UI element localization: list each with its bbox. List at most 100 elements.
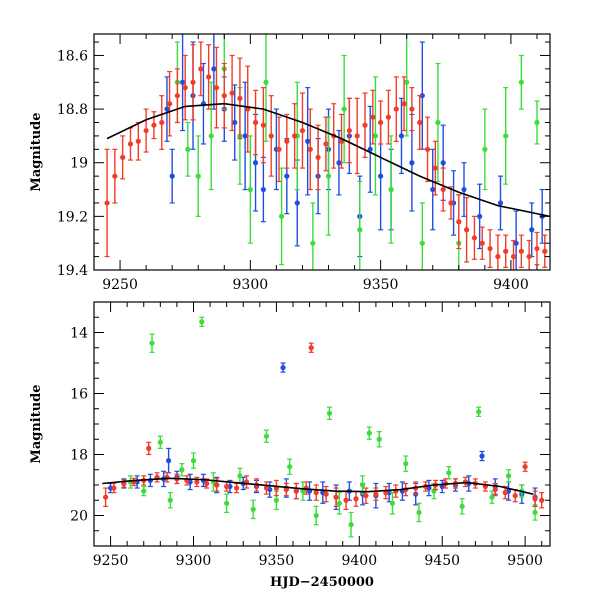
- chart-bottom-x-tick-label: 9300: [176, 553, 212, 569]
- chart-top-green-point: [503, 133, 509, 139]
- chart-top-blue-point: [260, 186, 266, 193]
- chart-top-y-tick-label: 18.6: [57, 48, 88, 64]
- chart-top-red-point: [307, 146, 313, 152]
- chart-top-blue-point: [529, 227, 535, 233]
- chart-bottom-green-point: [505, 473, 512, 479]
- chart-bottom-green-point: [389, 500, 396, 506]
- chart-bottom-x-tick-label: 9500: [507, 553, 543, 569]
- chart-top-red-point: [378, 119, 384, 126]
- chart-top-y-tick-label: 19: [70, 156, 88, 172]
- chart-top-green-point: [419, 240, 425, 246]
- chart-bottom-green-point: [263, 433, 270, 439]
- chart-top-red-point: [237, 95, 243, 101]
- chart-top-red-point: [393, 106, 399, 112]
- chart-top-green-point: [372, 133, 379, 139]
- chart-top-red-point: [518, 248, 524, 254]
- chart-bottom-green-point: [250, 506, 256, 512]
- chart-top-red-point: [464, 227, 470, 233]
- chart-bottom-blue-point: [479, 453, 485, 459]
- chart-bottom-red-point: [308, 345, 314, 351]
- chart-top-blue-point: [461, 186, 467, 193]
- chart-top-green-point: [310, 240, 316, 246]
- chart-bottom-blue-point: [280, 364, 286, 371]
- chart-top-red-point: [143, 127, 149, 134]
- chart-bottom-red-point: [263, 485, 270, 491]
- chart-bottom-green-point: [157, 439, 163, 445]
- chart-top-red-point: [503, 248, 509, 254]
- chart-top-red-point: [424, 146, 431, 152]
- chart-bottom-green-point: [190, 458, 197, 464]
- chart-bottom-green-point: [326, 410, 333, 416]
- chart-top-blue-point: [169, 173, 175, 179]
- chart-top-red-point: [510, 253, 517, 260]
- chart-bottom-green-point: [416, 509, 422, 516]
- chart-top-red-point: [206, 74, 212, 80]
- chart-top-red-point: [159, 119, 165, 126]
- chart-bottom-red-point: [214, 482, 220, 488]
- chart-top-red-point: [456, 219, 462, 225]
- chart-top-green-point: [208, 133, 214, 139]
- chart-bottom-y-tick-label: 18: [70, 448, 88, 464]
- chart-bottom-x-tick-label: 9350: [259, 553, 295, 569]
- chart-bottom-green-point: [141, 488, 147, 494]
- chart-top-green-point: [435, 119, 441, 126]
- chart-top-red-point: [409, 106, 415, 112]
- chart-top-green-point: [482, 146, 488, 152]
- chart-bottom-red-point: [539, 497, 545, 503]
- chart-top-red-point: [260, 122, 266, 128]
- chart-top-red-point: [440, 186, 446, 193]
- chart-top-blue-point: [164, 106, 170, 112]
- chart-top-blue-point: [284, 173, 290, 179]
- chart-bottom-green-point: [313, 512, 319, 519]
- chart-bottom-y-axis-title: Magnitude: [29, 384, 44, 463]
- chart-top-red-point: [346, 127, 352, 134]
- chart-top-red-point: [190, 79, 196, 85]
- chart-bottom-green-point: [273, 497, 279, 503]
- chart-top-red-point: [370, 114, 376, 120]
- chart-bottom-plot-area: [102, 316, 545, 538]
- chart-bottom-y-tick-label: 20: [70, 509, 88, 525]
- chart-top-red-point: [174, 93, 180, 99]
- chart-bottom-red-point: [283, 486, 289, 493]
- chart-top-red-point: [166, 101, 173, 107]
- chart-top-green-point: [404, 79, 410, 85]
- chart-bottom-x-tick-label: 9400: [341, 553, 377, 569]
- chart-top-blue-point: [378, 173, 384, 179]
- chart-top-red-point: [487, 245, 493, 252]
- chart-top-green-point: [388, 186, 394, 193]
- chart-top-red-point: [268, 133, 274, 139]
- chart-bottom-x-tick-label: 9250: [93, 553, 129, 569]
- chart-bottom-green-point: [237, 473, 243, 479]
- chart-top-red-point: [432, 165, 438, 171]
- chart-top-red-point: [284, 138, 290, 144]
- chart-top-red-point: [299, 127, 306, 134]
- chart-top-blue-point: [497, 200, 504, 206]
- chart-top-y-tick-label: 18.8: [57, 102, 88, 118]
- chart-top-red-point: [417, 119, 423, 126]
- chart-bottom-green-point: [376, 436, 382, 442]
- chart-top-blue-point: [430, 186, 436, 193]
- chart-top-frame: [93, 33, 551, 271]
- chart-bottom-red-point: [532, 496, 538, 502]
- chart-top-green-point: [325, 173, 332, 179]
- chart-top-blue-point: [252, 160, 259, 166]
- chart-top-blue-point: [336, 160, 342, 166]
- chart-top-red-point: [213, 85, 220, 91]
- chart-bottom-green-point: [167, 497, 173, 503]
- chart-bottom-red-point: [363, 493, 369, 499]
- chart-top-x-tick-label: 9250: [102, 277, 138, 293]
- chart-top-red-point: [448, 200, 454, 206]
- chart-top-green-point: [341, 106, 347, 112]
- chart-bottom-green-point: [403, 461, 409, 467]
- chart-top-red-point: [471, 235, 478, 241]
- chart-bottom-red-point: [333, 494, 339, 500]
- chart-top-blue-point: [232, 119, 238, 126]
- chart-bottom-frame: [93, 301, 551, 547]
- chart-top-blue-point: [440, 160, 446, 166]
- chart-top-red-point: [252, 119, 259, 126]
- chart-top-blue-point: [242, 133, 248, 139]
- chart-bottom-red-point: [313, 490, 319, 496]
- chart-bottom-x-tick-label: 9450: [424, 553, 460, 569]
- chart-top-green-point: [263, 79, 269, 85]
